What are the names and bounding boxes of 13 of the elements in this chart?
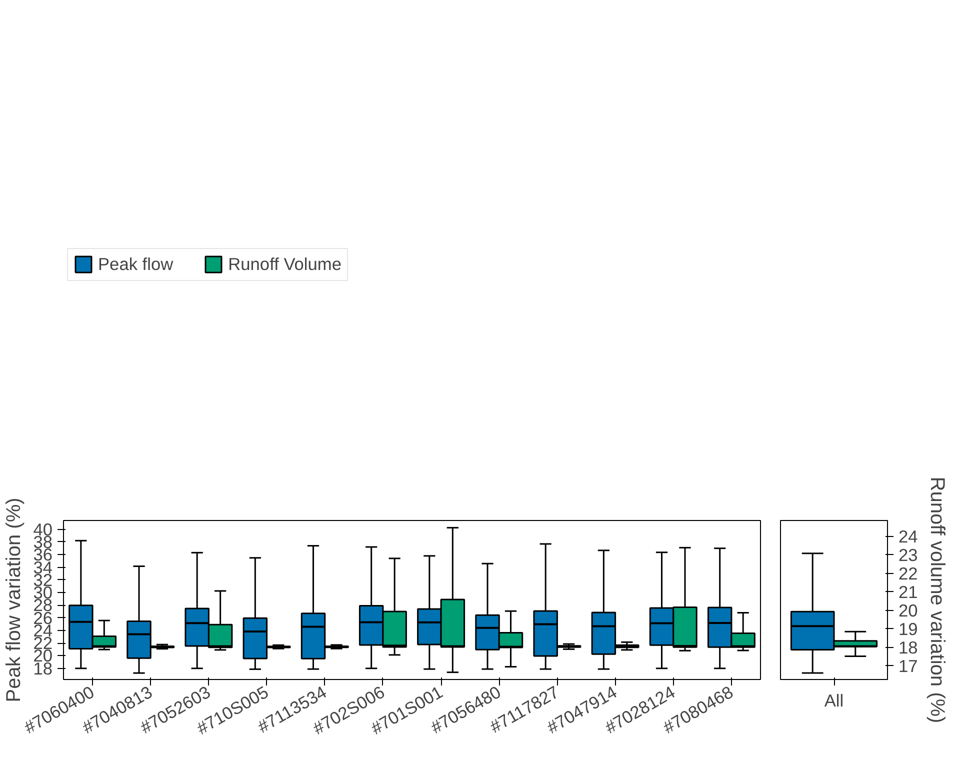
y2-tick-label: 24	[898, 526, 918, 546]
legend-label: Runoff Volume	[228, 254, 342, 274]
y2-tick-label: 19	[898, 618, 918, 639]
y2-tick-label: 18	[898, 637, 918, 658]
y2-axis-title: Runoff volume variation (%)	[926, 476, 948, 724]
legend-label: Peak flow	[98, 254, 174, 274]
x-tick-label: All	[824, 690, 844, 710]
y2-tick-label: 21	[898, 582, 918, 602]
y-axis-title: Peak flow variation (%)	[3, 498, 26, 702]
y2-tick-label: 22	[898, 563, 918, 584]
y2-tick-label: 23	[898, 544, 918, 565]
y2-tick-label: 17	[898, 656, 918, 676]
y2-tick-label: 20	[898, 600, 918, 620]
